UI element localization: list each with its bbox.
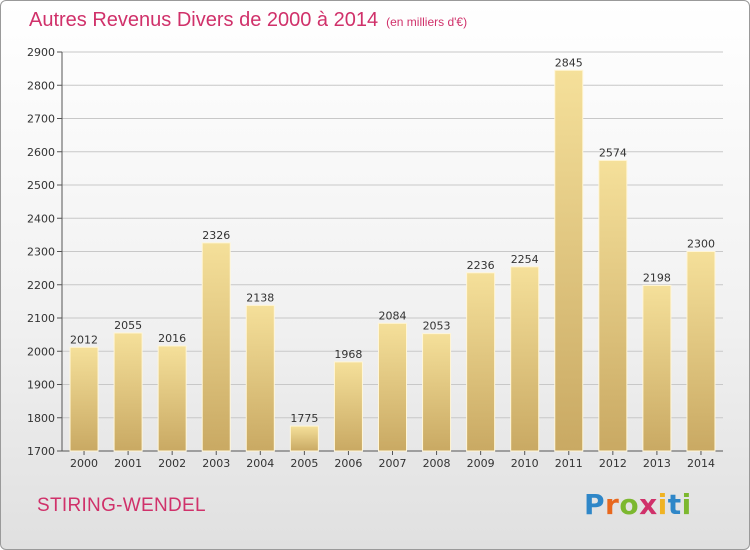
x-tick-label: 2009 [467, 457, 495, 470]
bar [69, 346, 99, 452]
bar-value-label: 2053 [423, 320, 451, 333]
x-tick-label: 2002 [158, 457, 186, 470]
x-tick-label: 2007 [379, 457, 407, 470]
bar-value-label: 2198 [643, 271, 671, 284]
bar [289, 425, 319, 452]
x-tick-label: 2008 [423, 457, 451, 470]
y-tick-label: 2300 [27, 246, 55, 259]
bar [157, 345, 187, 452]
bar [642, 284, 672, 452]
proxiti-logo: Proxiti [584, 488, 692, 521]
bar-value-label: 2845 [555, 56, 583, 69]
y-tick-label: 2900 [27, 46, 55, 59]
y-tick-label: 2700 [27, 113, 55, 126]
bar-value-label: 2236 [467, 259, 495, 272]
x-tick-label: 2011 [555, 457, 583, 470]
bar [422, 333, 452, 452]
chart-title: Autres Revenus Divers de 2000 à 2014 (en … [29, 9, 467, 32]
bar-value-label: 2138 [246, 291, 274, 304]
y-tick-label: 2800 [27, 79, 55, 92]
bar-value-label: 1775 [290, 412, 318, 425]
x-tick-label: 2003 [202, 457, 230, 470]
y-tick-label: 2100 [27, 312, 55, 325]
bar [333, 361, 363, 452]
bar [598, 159, 628, 452]
bar-value-label: 2254 [511, 253, 539, 266]
bar [245, 304, 275, 452]
bar [510, 266, 540, 452]
x-tick-label: 2010 [511, 457, 539, 470]
bar [554, 69, 584, 452]
bar-value-label: 2574 [599, 146, 627, 159]
bar-value-label: 2326 [202, 229, 230, 242]
y-tick-label: 1800 [27, 412, 55, 425]
bar-value-label: 2055 [114, 319, 142, 332]
x-tick-label: 2001 [114, 457, 142, 470]
chart-unit-label: (en milliers d'€) [386, 15, 468, 29]
bar [113, 332, 143, 452]
x-tick-label: 2013 [643, 457, 671, 470]
bar [686, 251, 716, 452]
chart-title-text: Autres Revenus Divers de 2000 à 2014 [29, 9, 379, 31]
bar-value-label: 2012 [70, 333, 98, 346]
x-tick-label: 2014 [687, 457, 715, 470]
city-name: STIRING-WENDEL [37, 495, 206, 516]
x-tick-label: 2006 [334, 457, 362, 470]
y-tick-label: 1900 [27, 379, 55, 392]
bar [378, 322, 407, 452]
x-tick-label: 2005 [290, 457, 318, 470]
y-tick-label: 2200 [27, 279, 55, 292]
bar [201, 242, 231, 452]
y-tick-label: 1700 [27, 445, 55, 458]
bar-value-label: 2016 [158, 332, 186, 345]
bar [466, 272, 496, 452]
y-tick-label: 2000 [27, 345, 55, 358]
bar-value-label: 2300 [687, 238, 715, 251]
bar-value-label: 2084 [379, 309, 407, 322]
bar-value-label: 1968 [334, 348, 362, 361]
y-tick-label: 2600 [27, 146, 55, 159]
y-tick-label: 2500 [27, 179, 55, 192]
x-tick-label: 2004 [246, 457, 274, 470]
x-tick-label: 2000 [70, 457, 98, 470]
x-tick-label: 2012 [599, 457, 627, 470]
y-tick-label: 2400 [27, 212, 55, 225]
